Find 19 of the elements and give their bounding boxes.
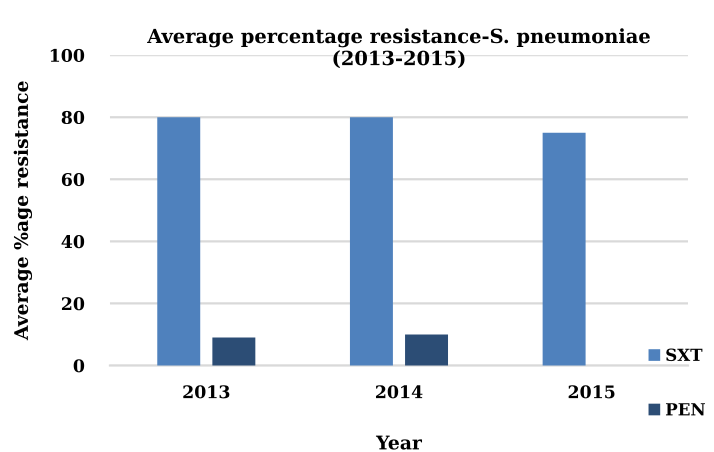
y-tick-label: 40 [62, 235, 84, 248]
y-tick-label: 20 [62, 297, 84, 310]
x-tick-label: 2015 [568, 385, 615, 398]
bar [212, 338, 256, 366]
y-tick-label: 60 [62, 172, 84, 186]
legend-label: SXT [666, 348, 702, 362]
bar [542, 132, 586, 366]
y-tick-label: 0 [74, 359, 84, 372]
chart-title: Average percentage resistance-S. pneumoniae (2013-2015) [147, 28, 650, 68]
y-tick-label: 100 [50, 48, 84, 62]
bar [157, 117, 200, 366]
bar [405, 334, 448, 366]
legend-label: PEN [666, 403, 705, 416]
x-axis-title: Year [376, 436, 422, 450]
y-tick-label: 80 [62, 110, 84, 124]
x-tick-label: 2014 [376, 385, 422, 398]
y-axis-title: Average %age resistance [14, 81, 32, 340]
x-tick-label: 2013 [183, 385, 230, 398]
bar [350, 117, 393, 366]
